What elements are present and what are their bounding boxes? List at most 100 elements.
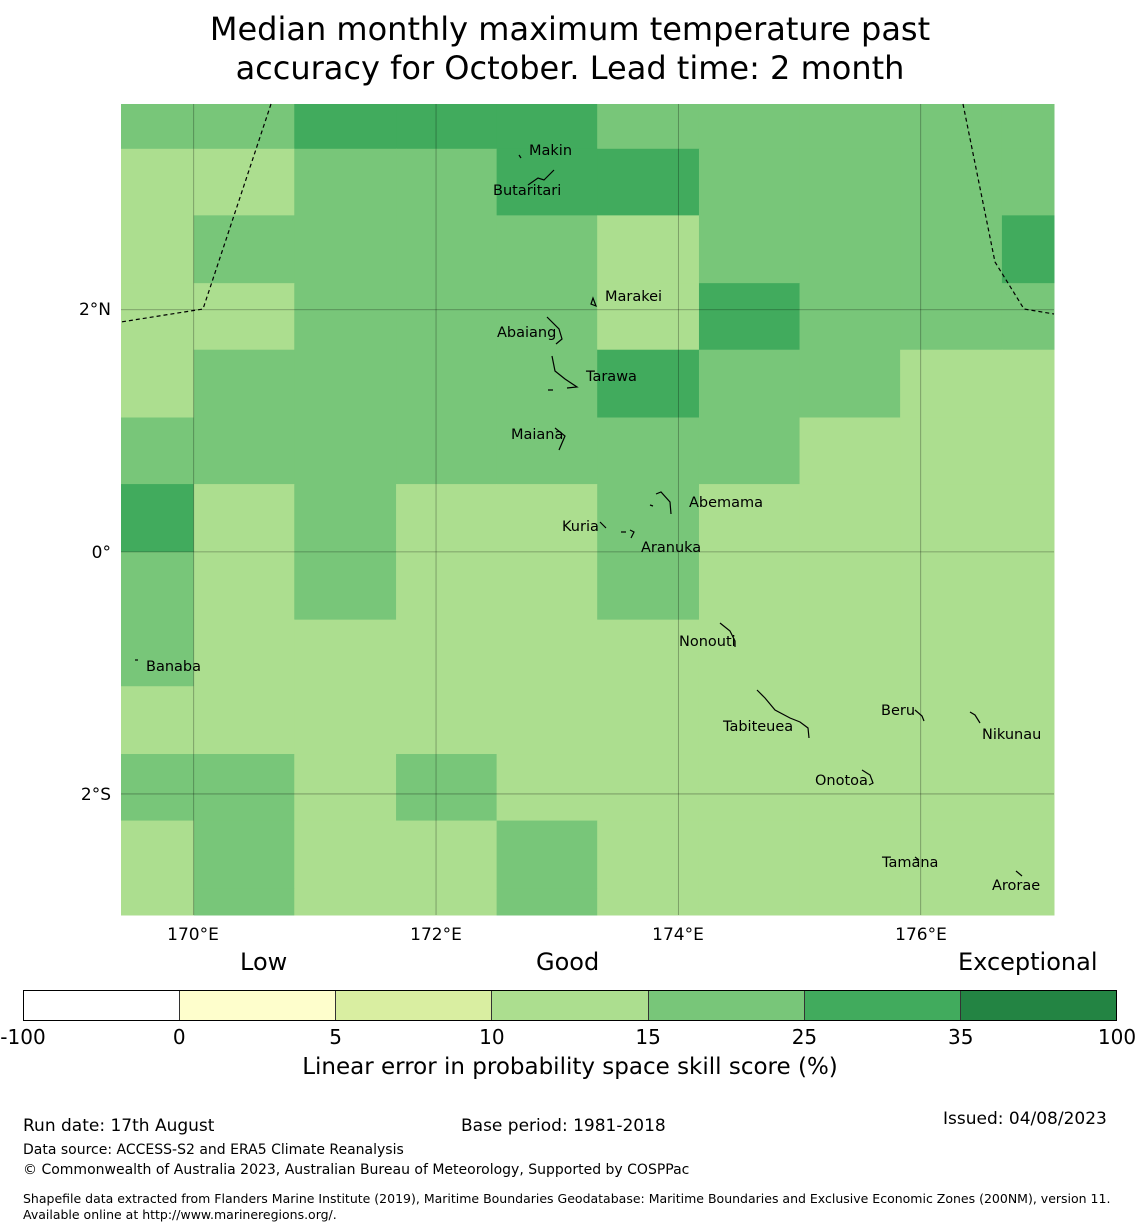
- x-tick-172e: 172°E: [410, 925, 462, 945]
- skill-cell: [193, 820, 295, 889]
- colorbar-segment: [492, 991, 649, 1020]
- skill-cell: [597, 349, 700, 419]
- skill-cell: [698, 417, 801, 485]
- colorbar-label: Linear error in probability space skill …: [302, 1054, 838, 1080]
- island-arorae-outline: [1015, 870, 1023, 877]
- skill-cell: [396, 283, 498, 351]
- skill-cell: [193, 888, 295, 916]
- colorbar: [23, 990, 1117, 1021]
- skill-grid: [121, 104, 1055, 916]
- skill-cell: [193, 215, 295, 284]
- skill-cell: [900, 349, 1003, 419]
- skill-cell: [597, 215, 700, 284]
- skill-cell: [294, 417, 397, 485]
- title-line-1: Median monthly maximum temperature past: [209, 10, 931, 48]
- copyright-notice: © Commonwealth of Australia 2023, Austra…: [23, 1162, 690, 1178]
- skill-cell: [193, 104, 295, 150]
- skill-cell: [294, 820, 397, 889]
- skill-cell: [396, 888, 498, 916]
- place-label-beru: Beru: [881, 703, 915, 719]
- skill-cell: [294, 686, 397, 755]
- skill-cell: [396, 417, 498, 485]
- skill-cell: [799, 215, 901, 284]
- skill-cell: [597, 104, 700, 150]
- island-aranuka-outline: [629, 529, 635, 539]
- skill-cell: [193, 551, 295, 621]
- place-label-tarawa: Tarawa: [585, 369, 637, 385]
- colorbar-segment: [648, 991, 805, 1020]
- skill-cell: [698, 484, 801, 553]
- place-label-marakei: Marakei: [605, 289, 662, 305]
- skill-cell: [799, 104, 901, 150]
- skill-cell: [121, 484, 195, 553]
- place-label-tamana: Tamana: [881, 855, 938, 871]
- skill-cell: [698, 283, 801, 351]
- colorbar-tick-label: 25: [791, 1025, 818, 1049]
- skill-cell: [193, 417, 295, 485]
- skill-cell: [597, 551, 700, 621]
- skill-cell: [294, 215, 397, 284]
- colorbar-tick-label: 10: [479, 1025, 505, 1049]
- skill-map: Makin Butaritari Marakei Abaiang Tarawa …: [79, 103, 1055, 945]
- skill-cell: [1001, 820, 1055, 889]
- y-tick-2s: 2°S: [81, 785, 111, 805]
- skill-cell: [900, 148, 1003, 216]
- colorbar-segment: [24, 991, 181, 1020]
- graticule: [121, 104, 1054, 915]
- skill-cell: [396, 551, 498, 621]
- island-butaritari-outline: [527, 169, 555, 186]
- skill-cell: [597, 686, 700, 755]
- skill-cell: [396, 148, 498, 216]
- place-label-tabiteuea: Tabiteuea: [722, 719, 793, 735]
- skill-cell: [496, 417, 598, 485]
- skill-cell: [799, 148, 901, 216]
- skill-cell: [121, 215, 195, 284]
- skill-cell: [496, 484, 598, 553]
- island-maiana-outline: [554, 427, 566, 451]
- skill-cell: [698, 104, 801, 150]
- skill-cell: [193, 349, 295, 419]
- skill-cell: [121, 551, 195, 621]
- skill-cell: [121, 820, 195, 889]
- island-tamana-outline: [914, 856, 920, 861]
- skill-cell: [900, 484, 1003, 553]
- skill-cell: [597, 619, 700, 687]
- skill-cell: [396, 686, 498, 755]
- place-label-abaiang: Abaiang: [497, 325, 556, 341]
- skill-cell: [496, 551, 598, 621]
- skill-cell: [799, 619, 901, 687]
- colorbar-tick-label: 15: [635, 1025, 661, 1049]
- skill-cell: [900, 619, 1003, 687]
- skill-cell: [1001, 283, 1055, 351]
- skill-cell: [496, 754, 598, 822]
- map-title: Median monthly maximum temperature past …: [0, 10, 1140, 88]
- skill-cell: [396, 754, 498, 822]
- skill-cell: [496, 619, 598, 687]
- legend-category-good: Good: [536, 948, 600, 976]
- place-label-nikunau: Nikunau: [982, 727, 1041, 743]
- place-label-maiana: Maiana: [511, 427, 563, 443]
- skill-cell: [496, 104, 598, 150]
- skill-cell: [496, 215, 598, 284]
- skill-cell: [900, 283, 1003, 351]
- skill-cell: [496, 349, 598, 419]
- island-kuria-outline: [599, 521, 626, 533]
- skill-cell: [396, 619, 498, 687]
- title-line-2: accuracy for October. Lead time: 2 month: [235, 49, 905, 87]
- colorbar-tick-label: 5: [329, 1025, 342, 1049]
- skill-cell: [799, 820, 901, 889]
- skill-cell: [193, 148, 295, 216]
- skill-cell: [396, 215, 498, 284]
- skill-cell: [496, 888, 598, 916]
- skill-cell: [1001, 484, 1055, 553]
- skill-cell: [396, 820, 498, 889]
- skill-cell: [121, 686, 195, 755]
- skill-cell: [698, 754, 801, 822]
- skill-cell: [121, 417, 195, 485]
- skill-cell: [799, 686, 901, 755]
- skill-cell: [698, 888, 801, 916]
- skill-cell: [698, 148, 801, 216]
- place-label-banaba: Banaba: [146, 659, 201, 675]
- skill-cell: [698, 619, 801, 687]
- skill-cell: [1001, 215, 1055, 284]
